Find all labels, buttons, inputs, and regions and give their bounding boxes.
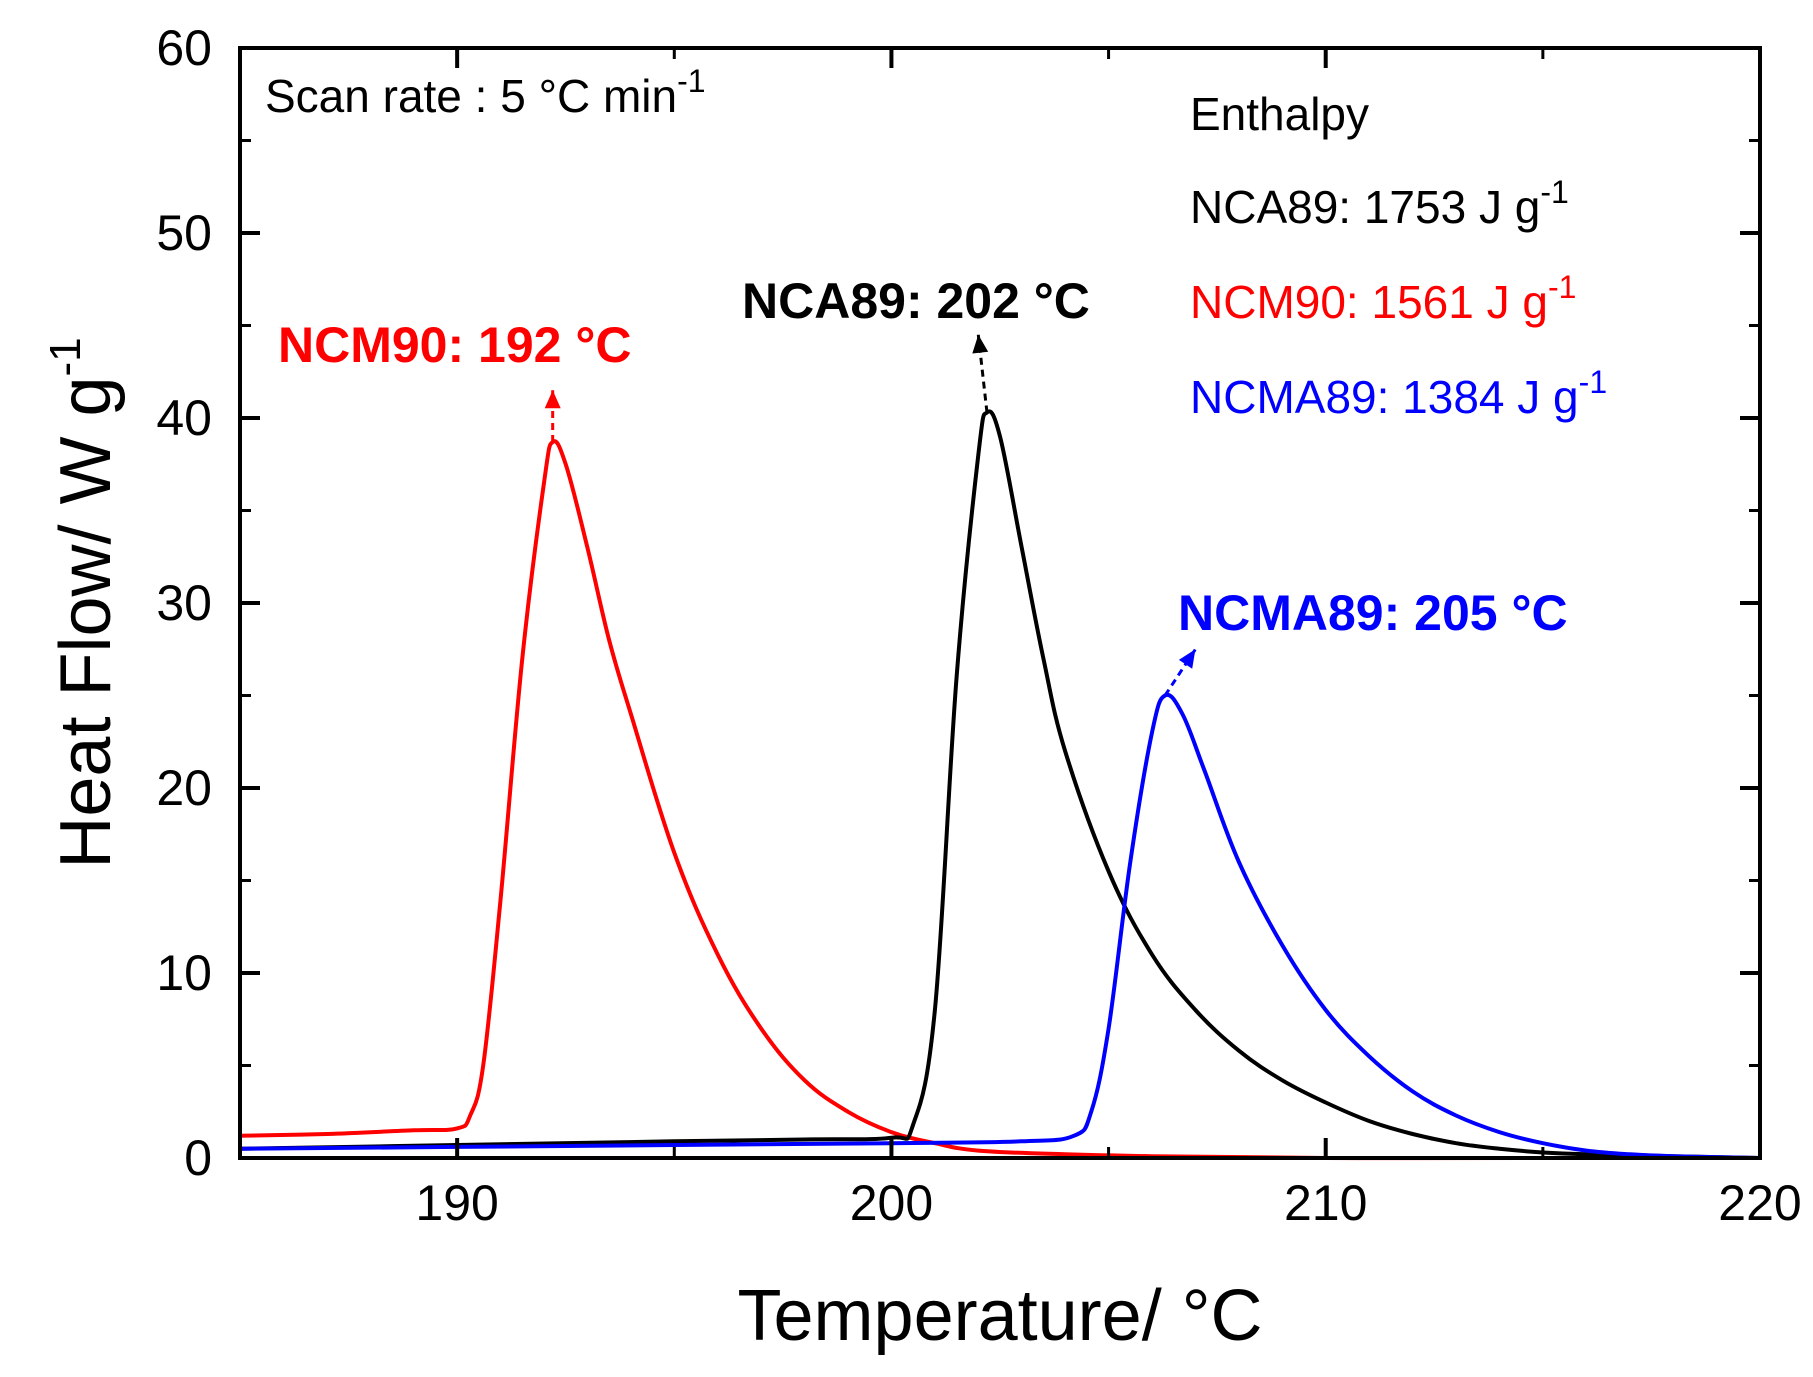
y-tick-label: 10: [156, 945, 212, 1001]
enthalpy-header: Enthalpy: [1190, 88, 1369, 140]
y-tick-label: 50: [156, 205, 212, 261]
y-axis-title-main: Heat Flow/ W g: [46, 377, 126, 869]
scan-rate-sup: -1: [677, 63, 705, 99]
peak-label-ncma89: NCMA89: 205 °C: [1178, 585, 1568, 641]
series-line-ncma89: [239, 692, 1761, 1160]
series-line-nca89: [239, 409, 1761, 1160]
scan-rate-text: Scan rate : 5 °C min: [265, 70, 677, 122]
scan-rate-note: Scan rate : 5 °C min-1: [265, 63, 706, 122]
enthalpy-nca89-sup: -1: [1540, 174, 1568, 210]
peak-label-nca89: NCA89: 202 °C: [742, 273, 1090, 329]
series-line-ncm90: [239, 439, 1760, 1161]
y-axis-title-sup: -1: [41, 337, 90, 376]
annotations-layer: [544, 334, 1197, 697]
peak-arrowhead-ncma89: [1178, 649, 1196, 669]
y-tick-label: 40: [156, 390, 212, 446]
peak-arrow-ncma89: [1163, 648, 1197, 697]
enthalpy-nca89-text: NCA89: 1753 J g: [1190, 181, 1540, 233]
ticks-layer: 190 200 210 220 0 10 20 30 40 50 60: [156, 20, 1801, 1231]
x-tick-label: 210: [1284, 1175, 1367, 1231]
y-axis-title: Heat Flow/ W g-1: [41, 337, 126, 868]
enthalpy-ncm90: NCM90: 1561 J g-1: [1190, 269, 1576, 328]
enthalpy-ncma89-text: NCMA89: 1384 J g: [1190, 371, 1579, 423]
y-tick-label: 0: [184, 1130, 212, 1186]
peak-arrowhead-ncm90: [544, 390, 561, 409]
x-tick-label: 200: [850, 1175, 933, 1231]
x-tick-label: 190: [415, 1175, 498, 1231]
x-tick-label: 220: [1718, 1175, 1801, 1231]
enthalpy-ncma89: NCMA89: 1384 J g-1: [1190, 364, 1607, 423]
enthalpy-ncma89-sup: -1: [1579, 364, 1607, 400]
enthalpy-ncm90-text: NCM90: 1561 J g: [1190, 276, 1548, 328]
peak-arrowhead-nca89: [972, 334, 989, 354]
y-tick-label: 60: [156, 20, 212, 76]
x-axis-title: Temperature/ °C: [738, 1276, 1263, 1356]
enthalpy-nca89: NCA89: 1753 J g-1: [1190, 174, 1569, 233]
curves-layer: [239, 409, 1761, 1161]
peak-label-ncm90: NCM90: 192 °C: [278, 317, 631, 373]
enthalpy-ncm90-sup: -1: [1548, 269, 1576, 305]
y-tick-label: 30: [156, 575, 212, 631]
y-tick-label: 20: [156, 760, 212, 816]
